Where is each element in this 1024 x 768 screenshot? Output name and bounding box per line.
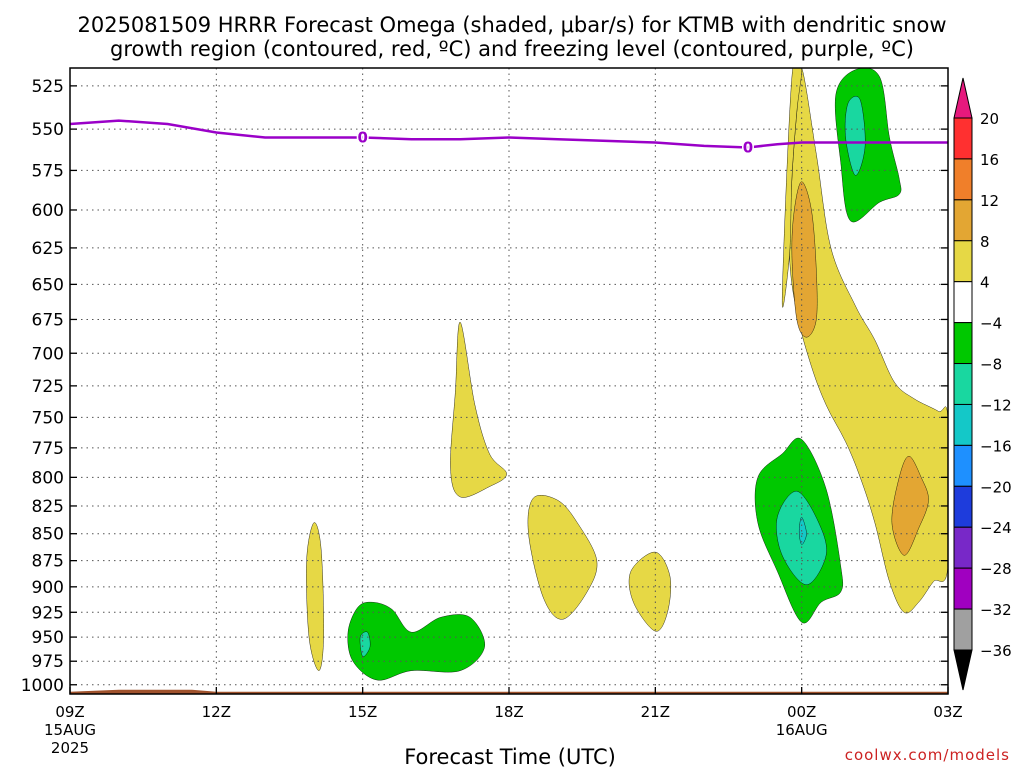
y-tick-label: 950: [32, 628, 64, 648]
colorbar-label: −4: [980, 315, 1002, 333]
x-axis-title: Forecast Time (UTC): [404, 745, 616, 768]
colorbar-segment: [953, 363, 973, 405]
chart-title-line-1: 2025081509 HRRR Forecast Omega (shaded, …: [77, 13, 946, 37]
x-tick-date: 15AUG: [44, 721, 96, 739]
x-tick-label: 15Z: [348, 703, 377, 721]
y-tick-label: 600: [32, 201, 64, 221]
x-tick-year: 2025: [51, 739, 89, 757]
colorbar-segment: [953, 567, 973, 610]
y-tick-label: 525: [32, 77, 64, 97]
colorbar-label: −32: [980, 601, 1012, 619]
colorbar-segment: [953, 526, 973, 569]
y-tick-label: 750: [32, 408, 64, 428]
colorbar-segment: [953, 240, 973, 283]
colorbar-label: 4: [980, 274, 990, 292]
x-tick-label: 12Z: [202, 703, 231, 721]
y-tick-label: 850: [32, 525, 64, 545]
colorbar-label: 8: [980, 233, 990, 251]
y-tick-label: 700: [32, 344, 64, 364]
omega-region-8: [834, 68, 902, 223]
colorbar-segment: [953, 608, 973, 651]
x-tick-date: 16AUG: [776, 721, 828, 739]
x-tick-label: 03Z: [933, 703, 962, 721]
colorbar-label: 12: [980, 192, 999, 210]
pressure-axis: 525 550 575 600 625 650 675 700 725 750 775 800 825 8…: [21, 77, 948, 696]
omega-region-2: [891, 455, 929, 556]
y-tick-label: 875: [32, 552, 64, 572]
grid-lines: [69, 68, 949, 694]
omega-region-6: [628, 551, 672, 632]
x-tick-label: 21Z: [641, 703, 670, 721]
y-tick-label: 1000: [21, 676, 64, 696]
colorbar-segment: [953, 403, 973, 446]
y-tick-label: 775: [32, 439, 64, 459]
y-tick-label: 825: [32, 497, 64, 517]
freezing-level-line: [69, 119, 948, 149]
colorbar-label: −12: [980, 396, 1012, 414]
chart-title-line-2: growth region (contoured, red, ºC) and f…: [110, 37, 914, 61]
y-tick-label: 900: [32, 578, 64, 598]
y-tick-label: 550: [32, 120, 64, 140]
colorbar-segment: [953, 199, 973, 242]
y-tick-label: 650: [32, 275, 64, 295]
freezing-level-contour: 00: [69, 119, 948, 158]
colorbar-label: −20: [980, 478, 1012, 496]
omega-region-12: [798, 516, 807, 545]
colorbar-segment: [953, 485, 973, 528]
colorbar-label: −16: [980, 437, 1012, 455]
omega-region-7: [781, 68, 802, 308]
omega-region-3: [306, 522, 324, 671]
y-tick-label: 975: [32, 652, 64, 672]
colorbar-label: −8: [980, 356, 1002, 374]
colorbar-segment: [953, 322, 973, 365]
omega-region-14: [359, 631, 371, 657]
colorbar-segment: [953, 117, 973, 160]
colorbar-label: 20: [980, 110, 999, 128]
colorbar-bottom-arrow: [953, 649, 973, 691]
y-tick-label: 625: [32, 239, 64, 259]
omega-region-13: [347, 601, 485, 681]
x-tick-label: 09Z: [55, 703, 84, 721]
colorbar-segment: [953, 281, 973, 324]
omega-region-9: [844, 96, 866, 176]
y-tick-label: 800: [32, 468, 64, 488]
omega-region-4: [450, 321, 507, 498]
x-tick-label: 18Z: [494, 703, 523, 721]
colorbar-label: −28: [980, 560, 1012, 578]
omega-colorbar: 20 16 12 8 4 −4 −8 −12 −16 −20 −24 −28 −32 −36: [953, 77, 1012, 691]
y-tick-label: 675: [32, 310, 64, 330]
omega-shading: [306, 68, 948, 681]
colorbar-label: −36: [980, 642, 1012, 660]
x-tick-label: 00Z: [787, 703, 816, 721]
y-tick-label: 575: [32, 161, 64, 181]
site-credit: coolwx.com/models: [845, 746, 1010, 764]
omega-region-5: [527, 495, 598, 620]
colorbar-top-arrow: [953, 77, 973, 119]
y-tick-label: 725: [32, 377, 64, 397]
colorbar-label: −24: [980, 519, 1012, 537]
colorbar-label: 16: [980, 151, 999, 169]
freezing-level-label: 0: [357, 129, 367, 147]
freezing-level-label: 0: [743, 139, 753, 157]
colorbar-segment: [953, 158, 973, 201]
colorbar-segment: [953, 444, 973, 487]
y-tick-label: 925: [32, 603, 64, 623]
omega-region-1: [791, 181, 818, 338]
